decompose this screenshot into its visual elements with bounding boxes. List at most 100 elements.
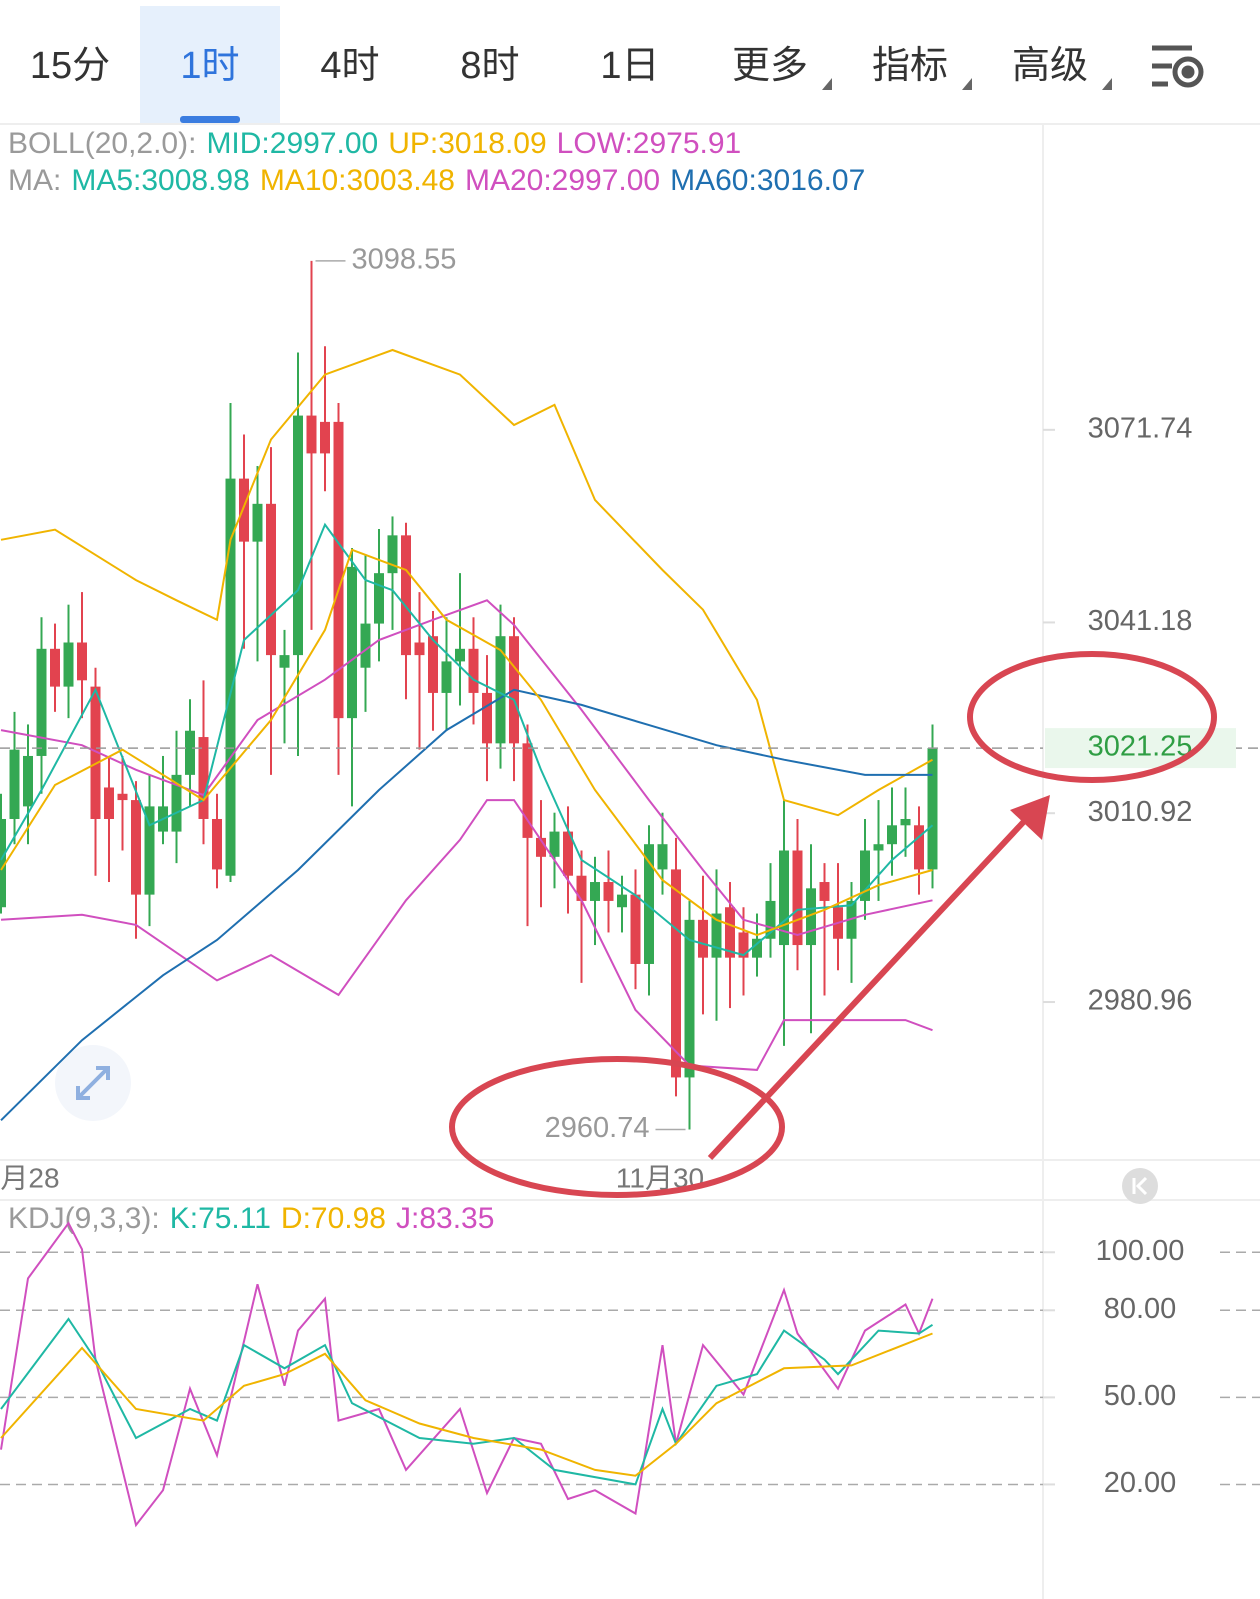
y-tick-label: 20.00: [1104, 1467, 1177, 1499]
legend-item: MA:: [8, 164, 61, 197]
min-label: 2960.74: [545, 1112, 650, 1144]
y-tick-label: 80.00: [1104, 1293, 1177, 1325]
candle-body: [117, 793, 128, 801]
indicator-line: [0, 1221, 934, 1528]
tab[interactable]: 1日: [600, 45, 659, 87]
settings-icon[interactable]: [1152, 45, 1204, 88]
y-tick-label: 50.00: [1104, 1380, 1177, 1412]
candle-body: [63, 642, 74, 687]
candle-body: [576, 875, 587, 901]
candle-body: [306, 415, 317, 454]
y-tick-label: 3010.92: [1088, 796, 1193, 828]
indicator-line: [0, 1332, 933, 1477]
legend-item: UP:3018.09: [388, 127, 546, 160]
candle-body: [671, 869, 681, 1078]
candle-body: [104, 787, 114, 819]
candle-body: [171, 774, 182, 832]
dropdown-caret: [822, 78, 832, 90]
candle-body: [644, 844, 654, 964]
candle-body: [374, 573, 384, 624]
legend-item: LOW:2975.91: [557, 127, 742, 160]
candle-body: [617, 894, 627, 908]
candle-body: [50, 648, 60, 687]
candle-body: [252, 503, 263, 542]
candle-body: [36, 648, 47, 756]
candle-body: [603, 882, 614, 901]
indicator-line: [0, 688, 933, 1122]
candle-body: [0, 818, 6, 908]
indicator-line: [0, 548, 933, 937]
candle-body: [333, 421, 344, 719]
candle-body: [752, 938, 762, 958]
charts: BOLL(20,2.0): MID:2997.00 UP:3018.09 LOW:29…: [0, 127, 1260, 1528]
candle-body: [698, 919, 708, 958]
candle-body: [738, 932, 749, 958]
candle-body: [549, 831, 560, 857]
candle-body: [914, 825, 924, 870]
candle-body: [347, 566, 357, 719]
tab[interactable]: 4时: [320, 45, 379, 87]
indicator-line: [0, 799, 933, 1071]
candle-body: [198, 737, 209, 819]
candle-body: [23, 755, 33, 807]
tab[interactable]: 1时: [180, 45, 239, 87]
collapse-button[interactable]: [1122, 1168, 1158, 1204]
candle-body: [725, 907, 735, 958]
candle-body: [131, 800, 141, 895]
expand-icon[interactable]: [55, 1045, 131, 1121]
candle-body: [563, 831, 573, 876]
candle-body: [212, 818, 222, 870]
candle-body: [266, 503, 276, 656]
candles: [0, 260, 938, 1130]
candle-body: [90, 686, 101, 819]
candle-body: [401, 535, 411, 656]
last-price-box: [1045, 728, 1236, 769]
candle-body: [792, 850, 803, 946]
legend-item: KDJ(9,3,3):: [8, 1202, 160, 1235]
tab[interactable]: 指标: [872, 45, 948, 87]
candle-body: [482, 692, 492, 744]
tab[interactable]: 15分: [30, 45, 110, 87]
x-date-label: 月28: [0, 1162, 59, 1193]
candle-body: [77, 642, 87, 681]
indicator-line: [0, 522, 934, 957]
candle-body: [495, 636, 506, 744]
candle-body: [860, 850, 870, 901]
tab[interactable]: 8时: [460, 45, 519, 87]
candle-body: [536, 837, 546, 857]
candle-body: [360, 623, 371, 668]
tab[interactable]: 高级: [1012, 45, 1088, 87]
candle-body: [441, 661, 452, 693]
candle-body: [185, 730, 195, 775]
candle-body: [819, 882, 830, 901]
candle-body: [927, 748, 938, 870]
candle-body: [387, 535, 398, 574]
candle-body: [414, 642, 425, 656]
tab[interactable]: 更多: [732, 45, 808, 87]
candle-body: [873, 844, 884, 851]
legend-item: MID:2997.00: [206, 127, 378, 160]
tab-indicator: [180, 116, 240, 123]
candle-body: [711, 913, 722, 958]
candle-body: [225, 478, 236, 876]
candle-body: [279, 655, 290, 668]
candle-body: [779, 850, 789, 946]
candle-body: [9, 749, 20, 819]
y-tick-label: 3071.74: [1088, 412, 1193, 444]
candle-body: [293, 415, 303, 656]
candle-body: [428, 636, 438, 693]
candle-body: [630, 894, 641, 964]
legend-item: D:70.98: [281, 1202, 386, 1235]
legend-item: MA5:3008.98: [71, 164, 249, 197]
candle-body: [765, 900, 776, 939]
candle-body: [239, 478, 249, 542]
tab-bar: 15分 1时 4时 8时 1日 更多 指标 高级: [30, 6, 1112, 123]
y-tick-label: 3041.18: [1088, 605, 1193, 637]
tab-highlight: [140, 6, 280, 123]
legend-item: MA60:3016.07: [670, 164, 865, 197]
hand-annotation: [449, 651, 1217, 1198]
candle-body: [657, 844, 668, 870]
